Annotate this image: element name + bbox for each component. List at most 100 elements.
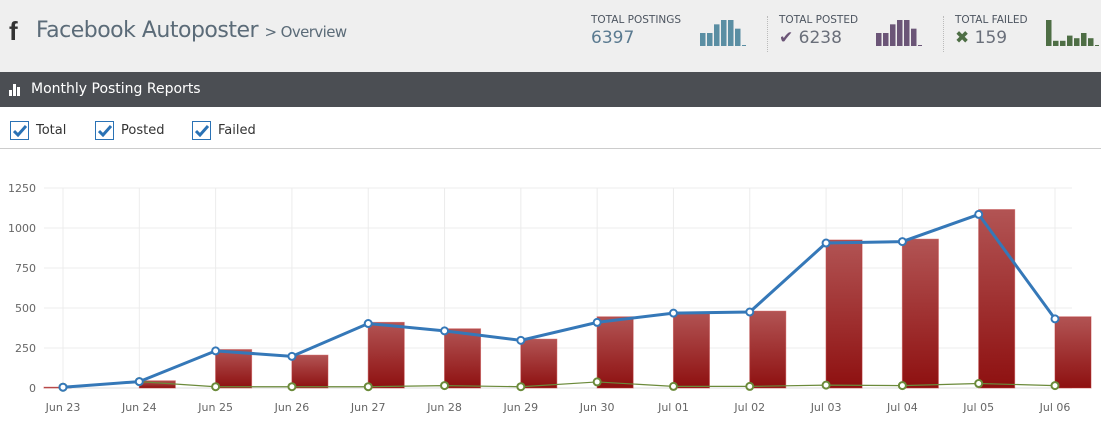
x-tick-label: Jun 25	[197, 401, 233, 414]
bar-chart-icon	[9, 84, 20, 96]
x-tick-label: Jun 27	[350, 401, 386, 414]
bar-total[interactable]	[596, 316, 634, 389]
point-posted[interactable]	[592, 317, 602, 327]
sparkline-bar	[728, 20, 734, 46]
point-failed[interactable]	[821, 380, 831, 390]
point-posted[interactable]	[58, 382, 68, 392]
stat-value: 6238	[798, 28, 842, 48]
point-failed[interactable]	[974, 379, 984, 389]
toggle-label: Failed	[218, 123, 256, 138]
x-icon: ✖	[955, 28, 970, 48]
point-posted[interactable]	[821, 238, 831, 248]
bar-total[interactable]	[215, 349, 253, 389]
x-tick-label: Jul 06	[1039, 401, 1071, 414]
x-tick-label: Jul 01	[657, 401, 689, 414]
checkbox-checked-icon[interactable]	[192, 121, 211, 140]
point-failed[interactable]	[1050, 381, 1060, 391]
sparkline-bar	[883, 33, 889, 46]
bar-total[interactable]	[520, 338, 558, 389]
divider	[943, 16, 944, 52]
stat-label: TOTAL POSTINGS	[591, 14, 682, 26]
bar-total[interactable]	[749, 310, 787, 389]
point-failed[interactable]	[592, 377, 602, 387]
bar-total[interactable]	[672, 311, 710, 389]
point-failed[interactable]	[897, 381, 907, 391]
y-tick-label: 1000	[8, 222, 36, 235]
sparkline-posted	[876, 20, 922, 46]
breadcrumb: > Overview	[264, 23, 348, 41]
point-posted[interactable]	[974, 209, 984, 219]
sparkline-bar	[700, 33, 706, 46]
x-tick-label: Jul 04	[886, 401, 918, 414]
sparkline-bar	[714, 24, 720, 46]
point-posted[interactable]	[134, 377, 144, 387]
point-failed[interactable]	[287, 382, 297, 392]
sparkline-bar	[918, 45, 922, 46]
facebook-icon: f	[9, 16, 18, 46]
bar-total[interactable]	[291, 354, 329, 389]
line-posted	[62, 212, 1057, 389]
sparkline-bar	[707, 33, 713, 46]
point-posted[interactable]	[897, 237, 907, 247]
toggle-label: Posted	[121, 123, 165, 138]
sparkline-bar	[876, 33, 882, 46]
point-posted[interactable]	[668, 308, 678, 318]
sparkline-bar	[1081, 33, 1087, 46]
y-tick-label: 750	[15, 262, 36, 275]
posting-chart: 0 250 500 750 1000 1250 Jun 23 Jun 24 Jun 25 Jun …	[8, 182, 1092, 414]
x-tick-label: Jun 29	[503, 401, 539, 414]
check-icon: ✔	[779, 28, 794, 48]
toggle-failed[interactable]: Failed	[192, 121, 256, 140]
x-tick-label: Jun 24	[121, 401, 157, 414]
bar-total[interactable]	[978, 209, 1016, 389]
app-title: Facebook Autoposter	[36, 18, 259, 43]
bar-total[interactable]	[825, 239, 863, 389]
checkbox-checked-icon[interactable]	[10, 121, 29, 140]
sparkline-bar	[1074, 38, 1080, 46]
sparkline-bar	[1088, 38, 1094, 46]
sparkline-bar	[897, 20, 903, 46]
page-title: Facebook Autoposter > Overview	[36, 18, 347, 43]
x-tick-label: Jun 26	[274, 401, 310, 414]
stat-total-postings: TOTAL POSTINGS 6397	[591, 14, 681, 48]
stat-value: 6397	[591, 28, 635, 48]
stat-total-failed: TOTAL FAILED ✖ 159	[955, 14, 1028, 48]
toggle-total[interactable]: Total	[10, 121, 66, 140]
stat-total-posted: TOTAL POSTED ✔ 6238	[779, 14, 858, 48]
bar-total[interactable]	[901, 238, 939, 389]
header: f Facebook Autoposter > Overview TOTAL P…	[0, 0, 1101, 72]
series-toggles: Total Posted Failed	[0, 107, 1101, 149]
bar-total[interactable]	[1054, 316, 1092, 389]
point-failed[interactable]	[668, 381, 678, 391]
point-failed[interactable]	[745, 381, 755, 391]
point-failed[interactable]	[363, 382, 373, 392]
sparkline-bar	[904, 20, 910, 46]
y-tick-label: 250	[15, 342, 36, 355]
sparkline-bar	[721, 20, 727, 46]
panel-header: Monthly Posting Reports	[0, 72, 1101, 107]
y-tick-label: 1250	[8, 182, 36, 195]
point-posted[interactable]	[516, 335, 526, 345]
point-posted[interactable]	[363, 319, 373, 329]
point-failed[interactable]	[211, 382, 221, 392]
point-posted[interactable]	[287, 351, 297, 361]
sparkline-bar	[890, 24, 896, 46]
toggle-posted[interactable]: Posted	[95, 121, 164, 140]
panel-title: Monthly Posting Reports	[31, 81, 201, 97]
point-posted[interactable]	[1050, 314, 1060, 324]
point-posted[interactable]	[211, 346, 221, 356]
point-posted[interactable]	[745, 307, 755, 317]
sparkline-bar	[735, 28, 741, 46]
bar-total[interactable]	[444, 328, 482, 389]
point-failed[interactable]	[516, 382, 526, 392]
checkbox-checked-icon[interactable]	[95, 121, 114, 140]
x-tick-label: Jul 02	[733, 401, 765, 414]
point-failed[interactable]	[440, 381, 450, 391]
y-tick-label: 500	[15, 302, 36, 315]
point-posted[interactable]	[440, 326, 450, 336]
bar-total[interactable]	[367, 321, 405, 389]
sparkline-bar	[1095, 45, 1099, 46]
sparkline-bar	[1067, 35, 1073, 46]
stat-label: TOTAL FAILED	[955, 14, 1028, 26]
toggle-label: Total	[36, 123, 67, 138]
